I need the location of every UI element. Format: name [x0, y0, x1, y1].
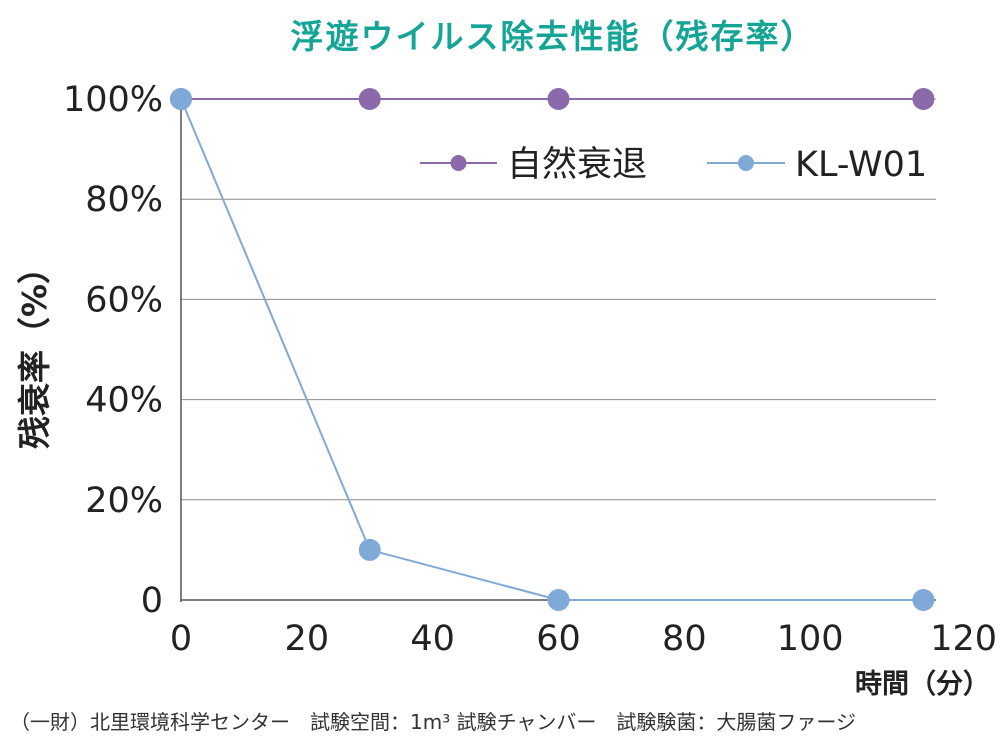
- y-tick-label: 60%: [85, 280, 163, 320]
- legend-marker: [450, 155, 467, 171]
- x-tick-label: 40: [410, 619, 455, 659]
- data-point: [358, 538, 381, 561]
- data-point: [358, 88, 381, 110]
- legend-label: KL-W01: [795, 145, 927, 185]
- x-tick-label: 60: [536, 619, 581, 659]
- y-tick-label: 0: [141, 581, 163, 621]
- legend: 自然衰退 KL-W01: [420, 145, 927, 185]
- legend-item: 自然衰退: [420, 145, 647, 185]
- data-point: [547, 589, 570, 611]
- y-axis-label: 残衰率（%）: [15, 251, 54, 449]
- series-group: [170, 88, 935, 611]
- data-point: [170, 88, 192, 110]
- y-tick-label: 20%: [85, 481, 163, 521]
- x-tick-label: 120: [930, 619, 997, 659]
- y-tick-labels: 0 20% 40% 60% 80% 100%: [63, 80, 163, 621]
- x-tick-labels: 0 20 40 60 80 100 120: [170, 619, 997, 659]
- chart-title: 浮遊ウイルス除去性能（残存率）: [291, 17, 816, 56]
- footnote: （一財）北里環境科学センター 試験空間：1m³ 試験チャンバー 試験験菌：大腸菌…: [10, 710, 856, 734]
- data-point: [547, 88, 570, 110]
- x-tick-label: 0: [170, 619, 192, 659]
- y-tick-label: 80%: [85, 180, 163, 220]
- x-axis-label: 時間（分）: [855, 669, 990, 700]
- y-tick-label: 40%: [85, 381, 163, 421]
- data-point: [912, 88, 935, 110]
- legend-marker: [738, 155, 754, 171]
- x-tick-label: 100: [777, 619, 844, 659]
- x-tick-label: 80: [662, 619, 707, 659]
- legend-label: 自然衰退: [507, 145, 647, 185]
- data-point: [912, 589, 935, 611]
- series-1: [180, 98, 924, 601]
- series-markers-1: [170, 88, 935, 611]
- series-line: [180, 98, 924, 601]
- legend-item: KL-W01: [707, 145, 927, 185]
- x-tick-label: 20: [285, 619, 330, 659]
- y-tick-label: 100%: [63, 80, 163, 120]
